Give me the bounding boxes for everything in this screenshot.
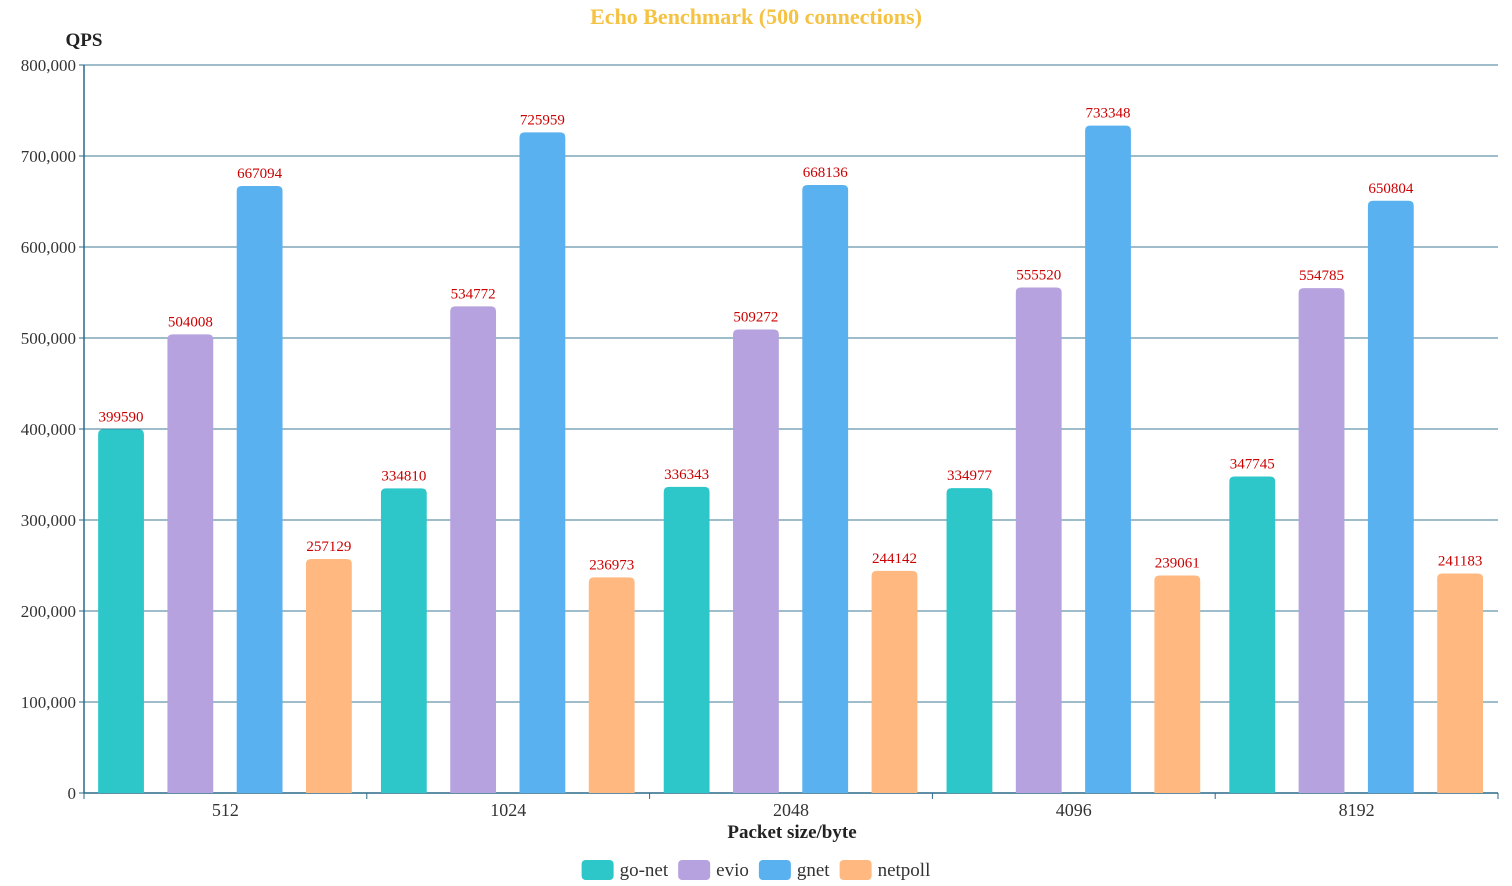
data-label: 504008 [168,314,213,330]
x-axis-title: Packet size/byte [727,822,856,843]
legend-label[interactable]: go-net [620,860,669,881]
bar [98,429,144,793]
data-labels: 399590 504008 667094 257129 334810 534772 7259… [99,106,1483,574]
bar [1298,288,1345,793]
data-label: 244142 [872,551,917,567]
data-label: 555520 [1016,267,1061,283]
bar [1367,200,1414,793]
bar [380,488,427,793]
bar [946,488,993,793]
y-tick-label: 100,000 [21,693,76,712]
bar [519,132,566,793]
y-tick-label: 0 [68,784,77,803]
axes: 0 100,000 200,000 300,000 400,000 500,000 600,… [21,56,1499,820]
bar [1015,287,1062,793]
data-label: 399590 [99,409,144,425]
data-label: 667094 [237,166,283,182]
data-label: 334810 [381,468,426,484]
legend: go-net evio gnet netpoll [581,860,931,881]
bar [871,570,918,793]
data-label: 347745 [1230,457,1275,473]
data-label: 509272 [733,310,778,326]
bars [98,125,1484,794]
y-tick-label: 300,000 [21,511,76,530]
legend-label[interactable]: netpoll [878,860,931,881]
data-label: 236973 [589,557,634,573]
data-label: 534772 [451,286,496,302]
data-label: 725959 [520,112,565,128]
data-label: 668136 [803,165,849,181]
y-tick-label: 200,000 [21,602,76,621]
legend-label[interactable]: gnet [797,860,830,881]
bar [450,306,497,793]
bar [802,184,849,794]
legend-swatch[interactable] [678,860,711,880]
bar [1437,573,1484,793]
bar [167,334,214,793]
bar [1085,125,1131,793]
data-label: 650804 [1368,181,1414,197]
x-tick-label: 8192 [1339,800,1375,820]
legend-label[interactable]: evio [716,860,749,881]
bar [305,559,352,793]
y-tick-label: 700,000 [21,147,76,166]
data-label: 336343 [664,467,709,483]
data-label: 257129 [306,539,351,555]
data-label: 241183 [1438,554,1482,570]
bar [236,185,283,793]
x-tick-label: 4096 [1056,800,1092,820]
bar [588,577,635,793]
chart-title: Echo Benchmark (500 connections) [590,4,922,29]
y-axis-title: QPS [66,30,103,51]
x-tick-label: 2048 [773,800,809,820]
gridlines [84,64,1498,703]
legend-swatch[interactable] [758,860,791,880]
y-tick-label: 500,000 [21,329,76,348]
bar [1229,476,1276,793]
data-label: 554785 [1299,268,1344,284]
legend-swatch[interactable] [581,860,614,880]
data-label: 733348 [1086,106,1131,122]
x-tick-label: 1024 [490,800,526,820]
y-tick-label: 800,000 [21,56,76,75]
legend-swatch[interactable] [839,860,872,880]
data-label: 334977 [947,468,993,484]
y-tick-label: 400,000 [21,420,76,439]
bar [663,486,710,793]
bar [733,329,779,793]
x-tick-label: 512 [212,800,239,820]
data-label: 239061 [1155,555,1200,571]
y-tick-label: 600,000 [21,238,76,257]
bar [1154,575,1201,793]
